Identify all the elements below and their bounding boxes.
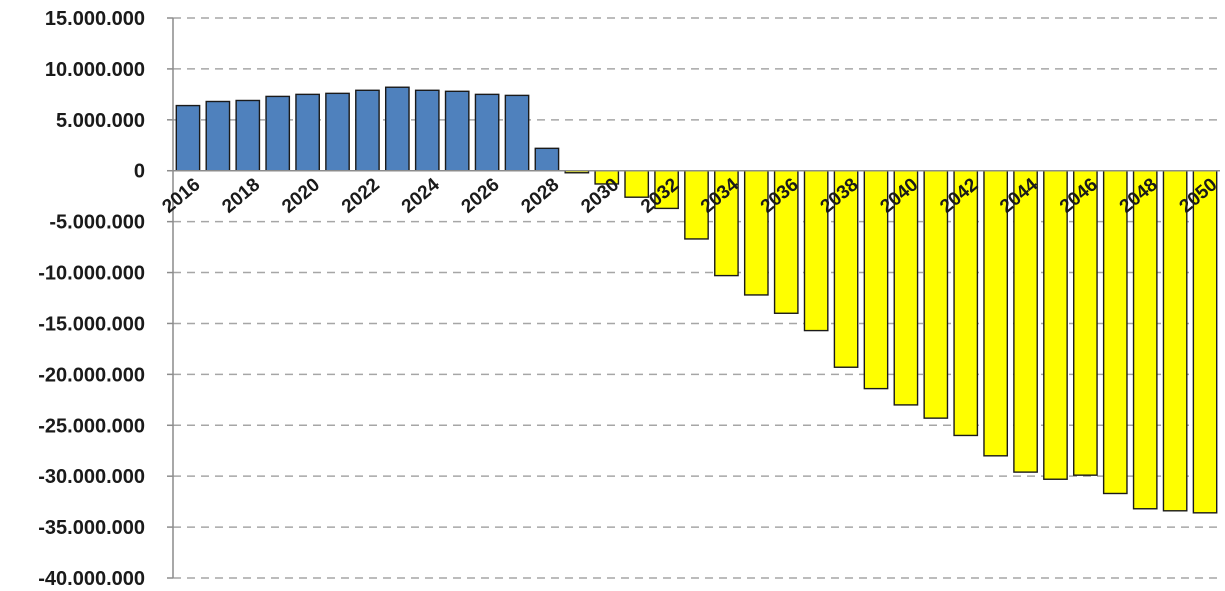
x-tick-label: 2016: [159, 174, 205, 217]
y-tick-label: 0: [134, 161, 145, 183]
bar-2026: [474, 93, 500, 172]
bar-2048: [1132, 170, 1158, 510]
bar-2021: [325, 92, 350, 172]
y-tick-labels: 15.000.000 10.000.000 5.000.000 0 -5.000.000…: [38, 8, 145, 590]
y-tick-label: -35.000.000: [38, 517, 145, 539]
bar-2018: [235, 99, 261, 172]
bars: [175, 86, 1218, 514]
x-tick-label: 2028: [517, 174, 563, 217]
bar-2019: [265, 95, 291, 172]
y-tick-label: -5.000.000: [49, 212, 145, 234]
bar-2023: [384, 86, 410, 172]
bar-2045: [1043, 170, 1068, 480]
bar-2043: [983, 170, 1009, 457]
y-tick-label: 10.000.000: [45, 59, 145, 81]
bar-2024: [414, 89, 440, 172]
y-tick-label: 15.000.000: [45, 8, 145, 30]
x-tick-label: 2026: [458, 174, 504, 217]
bar-2035: [743, 170, 769, 296]
y-tick-label: -25.000.000: [38, 415, 145, 437]
y-tick-label: 5.000.000: [56, 110, 145, 132]
bar-2050: [1192, 170, 1218, 514]
bar-2049: [1162, 170, 1188, 512]
bar-2017: [205, 100, 231, 172]
bar-2020: [295, 93, 320, 172]
bar-2027: [504, 94, 530, 172]
x-tick-label: 2018: [218, 174, 264, 217]
x-tick-label: 2024: [398, 174, 444, 218]
x-tick-label: 2022: [338, 174, 384, 217]
axes: [167, 17, 1220, 579]
bar-2047: [1102, 170, 1128, 495]
bar-2025: [444, 90, 470, 172]
bar-2016: [175, 104, 201, 172]
y-tick-label: -15.000.000: [38, 313, 145, 335]
bar-2022: [355, 89, 380, 172]
bar-2046: [1073, 170, 1098, 476]
y-tick-label: -30.000.000: [38, 466, 145, 488]
y-tick-label: -10.000.000: [38, 263, 145, 285]
y-tick-label: -40.000.000: [38, 568, 145, 590]
x-tick-label: 2020: [278, 174, 324, 217]
bar-2031: [624, 170, 650, 198]
bar-2044: [1013, 170, 1038, 473]
bar-2028: [534, 147, 560, 172]
y-tick-label: -20.000.000: [38, 364, 145, 386]
